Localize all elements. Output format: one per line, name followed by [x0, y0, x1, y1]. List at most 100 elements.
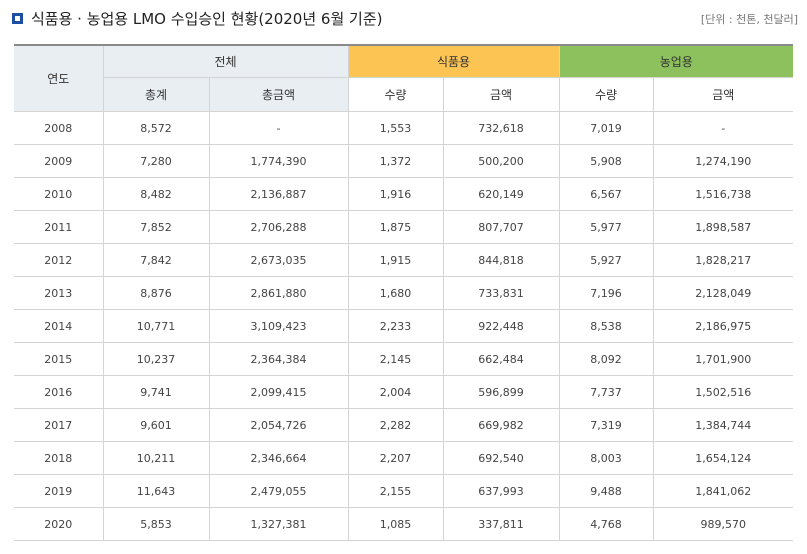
agri-amount-cell: 1,384,744 — [652, 408, 793, 442]
year-cell: 2008 — [14, 111, 104, 145]
agri-qty-cell: 7,319 — [558, 408, 654, 442]
year-cell: 2015 — [14, 342, 104, 376]
year-header: 연도 — [14, 44, 104, 112]
food-amount-cell: 733,831 — [442, 276, 560, 310]
total-qty-header: 총계 — [103, 77, 210, 112]
agri-qty-cell: 7,737 — [558, 375, 654, 409]
total-qty-cell: 8,482 — [102, 177, 210, 211]
agri-qty-cell: 7,019 — [558, 111, 654, 145]
total-amount-cell: 2,861,880 — [208, 276, 349, 310]
food-qty-cell: 2,145 — [347, 342, 444, 376]
food-amount-cell: 596,899 — [442, 375, 560, 409]
total-amount-header: 총금액 — [208, 77, 349, 112]
year-cell: 2012 — [14, 243, 104, 277]
table-row: 2020 5,853 1,327,381 1,085 337,811 4,768 989,5… — [14, 507, 793, 541]
agri-amount-cell: 1,841,062 — [652, 474, 793, 508]
table-row: 2015 10,237 2,364,384 2,145 662,484 8,092 1,70… — [14, 342, 793, 376]
food-qty-cell: 2,155 — [347, 474, 444, 508]
food-amount-cell: 732,618 — [442, 111, 560, 145]
food-amount-cell: 500,200 — [442, 144, 560, 178]
agri-amount-cell: 2,128,049 — [652, 276, 793, 310]
total-amount-cell: 2,673,035 — [208, 243, 349, 277]
food-amount-header: 금액 — [442, 77, 560, 112]
food-qty-cell: 1,085 — [347, 507, 444, 541]
food-qty-cell: 1,372 — [347, 144, 444, 178]
food-amount-cell: 620,149 — [442, 177, 560, 211]
agri-amount-cell: 1,898,587 — [652, 210, 793, 244]
total-qty-cell: 7,852 — [102, 210, 210, 244]
food-amount-cell: 807,707 — [442, 210, 560, 244]
table-row: 2016 9,741 2,099,415 2,004 596,899 7,737 1,502… — [14, 375, 793, 409]
total-qty-cell: 8,876 — [102, 276, 210, 310]
agri-qty-header: 수량 — [558, 77, 654, 112]
agri-group-header: 농업용 — [558, 44, 793, 78]
agri-amount-cell: 1,516,738 — [652, 177, 793, 211]
agri-qty-cell: 5,927 — [558, 243, 654, 277]
table-row: 2019 11,643 2,479,055 2,155 637,993 9,488 1,84… — [14, 474, 793, 508]
table-row: 2014 10,771 3,109,423 2,233 922,448 8,538 2,18… — [14, 309, 793, 343]
food-amount-cell: 692,540 — [442, 441, 560, 475]
table-row: 2012 7,842 2,673,035 1,915 844,818 5,927 1,828… — [14, 243, 793, 277]
unit-label: [단위 : 천톤, 천달러] — [700, 13, 798, 26]
agri-qty-cell: 5,908 — [558, 144, 654, 178]
agri-qty-cell: 8,003 — [558, 441, 654, 475]
title-bar: 식품용 · 농업용 LMO 수입승인 현황(2020년 6월 기준) [단위 :… — [12, 9, 798, 33]
food-qty-cell: 1,915 — [347, 243, 444, 277]
food-qty-cell: 2,233 — [347, 309, 444, 343]
total-amount-cell: 3,109,423 — [208, 309, 349, 343]
year-cell: 2011 — [14, 210, 104, 244]
total-amount-cell: 1,327,381 — [208, 507, 349, 541]
food-amount-cell: 637,993 — [442, 474, 560, 508]
total-amount-cell: 2,136,887 — [208, 177, 349, 211]
total-qty-cell: 10,237 — [102, 342, 210, 376]
total-amount-cell: 1,774,390 — [208, 144, 349, 178]
total-qty-cell: 7,842 — [102, 243, 210, 277]
table-row: 2018 10,211 2,346,664 2,207 692,540 8,003 1,65… — [14, 441, 793, 475]
year-cell: 2020 — [14, 507, 104, 541]
total-amount-cell: - — [208, 111, 349, 145]
total-amount-cell: 2,099,415 — [208, 375, 349, 409]
agri-qty-cell: 6,567 — [558, 177, 654, 211]
header-row-groups: 연도 전체 식품용 농업용 — [14, 44, 793, 112]
table-body: 2008 8,572-1,553 732,618 7,019-2009 7,280 1,7… — [14, 111, 793, 541]
total-amount-cell: 2,706,288 — [208, 210, 349, 244]
food-qty-cell: 1,916 — [347, 177, 444, 211]
food-qty-cell: 1,875 — [347, 210, 444, 244]
total-qty-cell: 10,771 — [102, 309, 210, 343]
total-qty-cell: 9,741 — [102, 375, 210, 409]
food-qty-cell: 2,004 — [347, 375, 444, 409]
table-header: 연도 전체 식품용 농업용 총계 총금액 수량 금액 수량 금액 — [14, 44, 793, 112]
year-cell: 2018 — [14, 441, 104, 475]
total-amount-cell: 2,054,726 — [208, 408, 349, 442]
total-qty-cell: 11,643 — [102, 474, 210, 508]
total-amount-cell: 2,346,664 — [208, 441, 349, 475]
year-cell: 2009 — [14, 144, 104, 178]
total-qty-cell: 10,211 — [102, 441, 210, 475]
year-cell: 2013 — [14, 276, 104, 310]
agri-amount-cell: - — [652, 111, 793, 145]
total-qty-cell: 7,280 — [102, 144, 210, 178]
square-bullet-icon — [12, 13, 23, 24]
table-row: 2013 8,876 2,861,880 1,680 733,831 7,196 2,128… — [14, 276, 793, 310]
agri-amount-cell: 2,186,975 — [652, 309, 793, 343]
total-qty-cell: 5,853 — [102, 507, 210, 541]
year-cell: 2010 — [14, 177, 104, 211]
agri-amount-cell: 1,274,190 — [652, 144, 793, 178]
food-qty-cell: 2,207 — [347, 441, 444, 475]
agri-amount-cell: 1,502,516 — [652, 375, 793, 409]
agri-qty-cell: 8,538 — [558, 309, 654, 343]
table-row: 2008 8,572-1,553 732,618 7,019- — [14, 111, 793, 145]
year-cell: 2014 — [14, 309, 104, 343]
total-amount-cell: 2,364,384 — [208, 342, 349, 376]
total-group-header: 전체 — [102, 44, 349, 78]
year-cell: 2019 — [14, 474, 104, 508]
agri-qty-cell: 4,768 — [558, 507, 654, 541]
agri-amount-cell: 1,828,217 — [652, 243, 793, 277]
total-amount-cell: 2,479,055 — [208, 474, 349, 508]
food-group-header: 식품용 — [347, 44, 560, 78]
food-amount-cell: 662,484 — [442, 342, 560, 376]
lmo-import-table: 연도 전체 식품용 농업용 총계 총금액 수량 금액 수량 금액 2008 8,5… — [14, 44, 793, 541]
agri-amount-cell: 1,654,124 — [652, 441, 793, 475]
header-row-columns: 총계 총금액 수량 금액 수량 금액 — [14, 77, 793, 112]
food-amount-cell: 669,982 — [442, 408, 560, 442]
